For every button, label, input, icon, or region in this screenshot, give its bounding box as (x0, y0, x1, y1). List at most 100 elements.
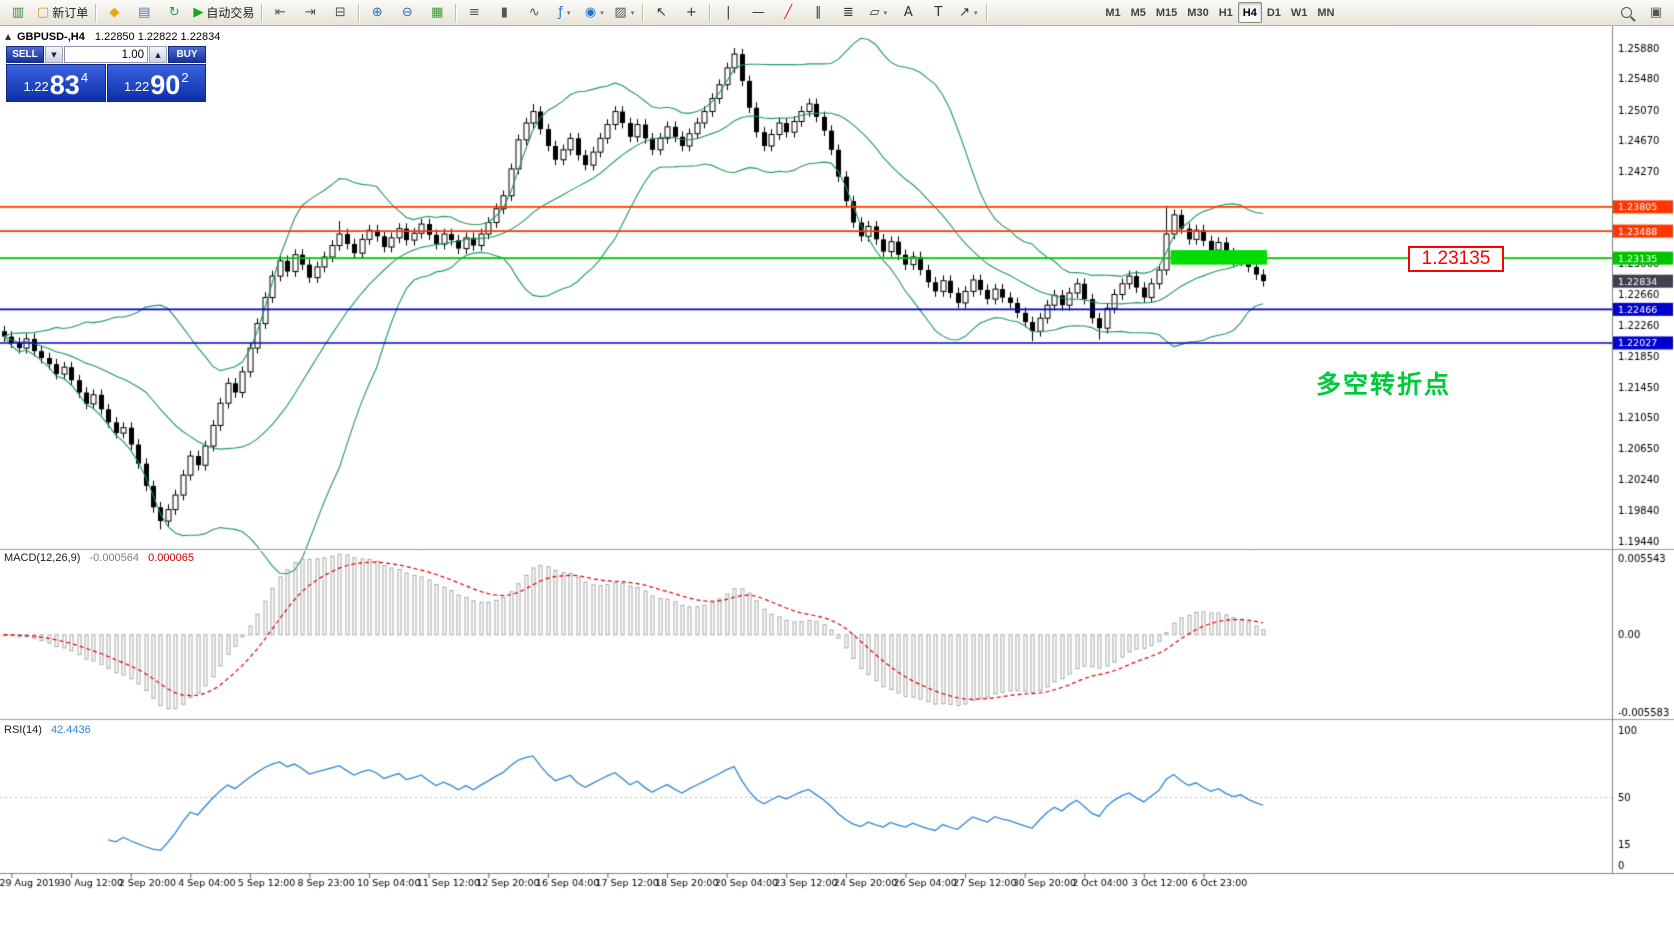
shapes-icon: ▱ (869, 5, 880, 20)
new-order-icon: ▢ (37, 5, 50, 20)
navigator-icon: ◉ (584, 5, 597, 20)
sell-price-button[interactable]: 1.22 83 4 (6, 64, 106, 102)
new-order-button[interactable]: ▢ 新订单 (33, 1, 92, 24)
vertical-line-button[interactable]: | (713, 1, 743, 24)
volume-decrease-button[interactable]: ▼ (45, 46, 63, 63)
crosshair-button[interactable]: + (676, 1, 706, 24)
buy-button[interactable]: BUY (168, 46, 206, 63)
favorites-button[interactable]: ◆ (99, 1, 129, 24)
volume-input[interactable] (64, 46, 148, 63)
chart-shift-button[interactable]: ⇤ (265, 1, 295, 24)
horizontal-line-button[interactable]: — (743, 1, 773, 24)
zoom-in-icon: ⊕ (371, 5, 383, 20)
cursor-button[interactable]: ↖ (646, 1, 676, 24)
timeframe-h4-button[interactable]: H4 (1237, 2, 1262, 23)
horizontal-line-icon: — (751, 5, 765, 20)
print-icon: ▤ (138, 5, 151, 20)
data-window-icon: ▣ (1649, 5, 1663, 20)
toolbar: ▥ ▢ 新订单 ◆ ▤ ↻ ▶ 自动交易 ⇤ ⇥ ⊟ ⊕ ⊖ ▦ ≡ ▮ ∿ ƒ ▾ ◉ ▾ ▨ ▾ ↖ + | — ╱ ∥ ≣ ▱ ▾ A T ↗… (0, 0, 1674, 26)
sell-price-prefix: 1.22 (23, 79, 49, 94)
timeframe-mn-button[interactable]: MN (1317, 6, 1335, 19)
arrows-icon: ↗ (959, 5, 971, 20)
refresh-button[interactable]: ↻ (159, 1, 189, 24)
arrows-button[interactable]: ↗ ▾ (953, 1, 983, 24)
navigator-button[interactable]: ◉ ▾ (579, 1, 609, 24)
zoom-out-icon: ⊖ (401, 5, 413, 20)
indicators-button[interactable]: ƒ ▾ (549, 1, 579, 24)
favorites-icon: ◆ (109, 5, 120, 20)
channel-icon: ∥ (815, 5, 822, 20)
data-window-button[interactable]: ▣ (1641, 1, 1671, 24)
cursor-icon: ↖ (655, 5, 667, 20)
sell-button[interactable]: SELL (6, 46, 44, 63)
dropdown-arrow-icon: ▾ (974, 9, 978, 17)
buy-price-big: 90 (150, 70, 181, 100)
dropdown-arrow-icon: ▾ (883, 9, 888, 17)
chart-symbol-timeframe: GBPUSD-,H4 (17, 31, 85, 43)
toolbar-separator (709, 3, 711, 22)
timeframe-m30-button[interactable]: M30 (1187, 6, 1209, 19)
toolbar-separator (261, 3, 263, 22)
dropdown-arrow-icon: ▾ (566, 9, 571, 17)
rsi-indicator-label: RSI(14) 42.4436 (4, 724, 91, 736)
macd-value: -0.000564 (89, 552, 140, 564)
line-chart-button[interactable]: ∿ (519, 1, 549, 24)
templates-button[interactable]: ▨ ▾ (609, 1, 639, 24)
buy-price-prefix: 1.22 (123, 79, 150, 94)
search-button[interactable] (1611, 1, 1641, 24)
timeframe-m15-button[interactable]: M15 (1155, 6, 1178, 19)
crosshair-icon: + (685, 5, 697, 20)
tile-windows-button[interactable]: ▦ (422, 1, 452, 24)
one-click-trading-panel: SELL ▼ ▲ BUY 1.22 83 4 1.22 90 2 (6, 46, 206, 102)
chart-grid-icon: ⊟ (334, 5, 346, 20)
text-label-icon: T (934, 5, 943, 20)
print-button[interactable]: ▤ (129, 1, 159, 24)
macd-signal-value: 0.000065 (148, 552, 194, 564)
text-button[interactable]: A (893, 1, 923, 24)
autotrading-icon: ▶ (193, 5, 204, 20)
candlestick-chart-button[interactable]: ▮ (489, 1, 519, 24)
candlestick-chart-icon: ▮ (500, 5, 508, 20)
chart-canvas[interactable] (0, 26, 1674, 950)
timeframe-m1-button[interactable]: M1 (1105, 6, 1121, 19)
toolbar-separator (95, 3, 97, 22)
line-chart-icon: ∿ (528, 5, 540, 20)
charts-window-button[interactable]: ▥ (3, 1, 33, 24)
channel-button[interactable]: ∥ (803, 1, 833, 24)
buy-price-button[interactable]: 1.22 90 2 (106, 64, 206, 102)
timeframe-w1-button[interactable]: W1 (1290, 6, 1308, 19)
toolbar-separator (358, 3, 360, 22)
bar-chart-button[interactable]: ≡ (459, 1, 489, 24)
fibonacci-icon: ≣ (842, 5, 854, 20)
text-label-button[interactable]: T (923, 1, 953, 24)
chart-grid-button[interactable]: ⊟ (325, 1, 355, 24)
sell-price-big: 83 (49, 70, 80, 100)
toolbar-separator (455, 3, 457, 22)
toolbar-separator (986, 3, 988, 22)
volume-increase-button[interactable]: ▲ (149, 46, 167, 63)
bar-chart-icon: ≡ (468, 5, 480, 20)
zoom-in-button[interactable]: ⊕ (362, 1, 392, 24)
tile-windows-icon: ▦ (431, 5, 444, 20)
text-icon: A (903, 5, 913, 20)
timeframe-d1-button[interactable]: D1 (1266, 6, 1281, 19)
templates-icon: ▨ (614, 5, 627, 20)
chart-autoscroll-icon: ⇥ (304, 5, 316, 20)
autotrading-button[interactable]: ▶ 自动交易 (189, 1, 258, 24)
chart-annotation-text: 多空转折点 (1316, 371, 1452, 399)
timeframe-m5-button[interactable]: M5 (1130, 6, 1146, 19)
timeframe-h1-button[interactable]: H1 (1218, 6, 1233, 19)
macd-name: MACD(12,26,9) (4, 552, 81, 564)
chart-shift-icon: ⇤ (274, 5, 286, 20)
fibonacci-button[interactable]: ≣ (833, 1, 863, 24)
buy-price-pip: 2 (181, 70, 189, 85)
trendline-button[interactable]: ╱ (773, 1, 803, 24)
charts-window-icon: ▥ (11, 5, 25, 20)
shapes-button[interactable]: ▱ ▾ (863, 1, 893, 24)
sell-price-pip: 4 (80, 70, 89, 85)
chart-autoscroll-button[interactable]: ⇥ (295, 1, 325, 24)
trendline-icon: ╱ (784, 5, 793, 20)
zoom-out-button[interactable]: ⊖ (392, 1, 422, 24)
search-icon (1620, 7, 1632, 18)
one-click-collapse-icon[interactable]: ▲ (5, 32, 12, 41)
